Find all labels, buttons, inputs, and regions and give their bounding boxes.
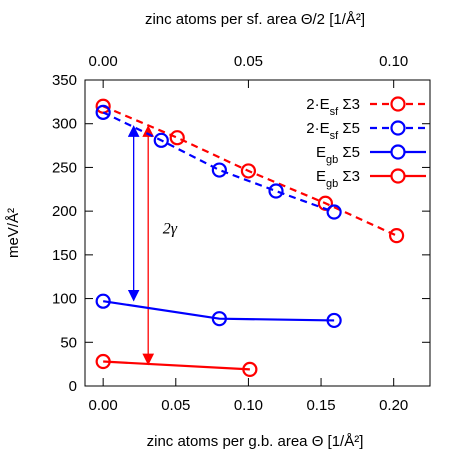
y-tick-label: 200 xyxy=(52,203,77,220)
y-axis-title: meV/Å² xyxy=(5,208,22,258)
annotation-layer: 2γ xyxy=(127,125,178,366)
data-point xyxy=(211,162,227,178)
legend-marker xyxy=(390,96,406,112)
data-point xyxy=(388,228,405,244)
data-point xyxy=(268,183,284,199)
legend-marker xyxy=(390,120,406,136)
y-tick-label: 0 xyxy=(69,378,77,395)
plot-frame xyxy=(84,79,431,387)
legend-label: Egb Σ5 xyxy=(316,144,360,166)
data-point xyxy=(95,104,111,120)
legend-marker xyxy=(390,168,406,184)
x-tick-label: 0.05 xyxy=(161,397,190,414)
x-tick-label: 0.10 xyxy=(234,397,263,414)
legend-label: 2·Esf Σ5 xyxy=(306,120,360,142)
series-line xyxy=(102,105,398,237)
top-tick-label: 0.05 xyxy=(234,53,263,70)
series-line xyxy=(103,360,250,371)
data-point xyxy=(242,361,258,377)
legend-label: Egb Σ3 xyxy=(316,168,360,190)
y-tick-label: 100 xyxy=(52,291,77,308)
legend-marker xyxy=(390,144,406,160)
data-point xyxy=(326,204,342,220)
data-point xyxy=(240,163,257,179)
data-point xyxy=(153,132,169,148)
y-tick-label: 150 xyxy=(52,247,77,264)
series-line xyxy=(102,111,335,214)
data-point xyxy=(169,130,185,146)
y-tick-label: 250 xyxy=(52,159,77,176)
x-tick-label: 0.00 xyxy=(89,397,118,414)
series-line xyxy=(102,300,335,322)
annotation-label: 2γ xyxy=(163,221,178,238)
x-tick-label: 0.20 xyxy=(379,397,408,414)
data-point xyxy=(95,353,111,370)
top-tick-label: 0.00 xyxy=(89,53,118,70)
x-tick-label: 0.15 xyxy=(306,397,335,414)
top-tick-label: 0.10 xyxy=(379,53,408,70)
y-tick-label: 350 xyxy=(52,72,77,89)
top-axis-title: zinc atoms per sf. area Θ/2 [1/Å²] xyxy=(145,11,365,28)
x-axis-title: zinc atoms per g.b. area Θ [1/Å²] xyxy=(147,433,364,450)
data-point xyxy=(95,293,111,309)
y-tick-label: 50 xyxy=(60,334,77,351)
series-layer xyxy=(95,98,405,377)
ticks-layer: 0.00 0.05 0.10 0.15 0.20 0.00 0.05 0.10 0 50 100 15… xyxy=(52,53,430,414)
y-tick-label: 300 xyxy=(52,116,77,133)
legend-label: 2·Esf Σ3 xyxy=(306,96,360,118)
data-point xyxy=(326,312,342,329)
data-point xyxy=(211,311,227,327)
